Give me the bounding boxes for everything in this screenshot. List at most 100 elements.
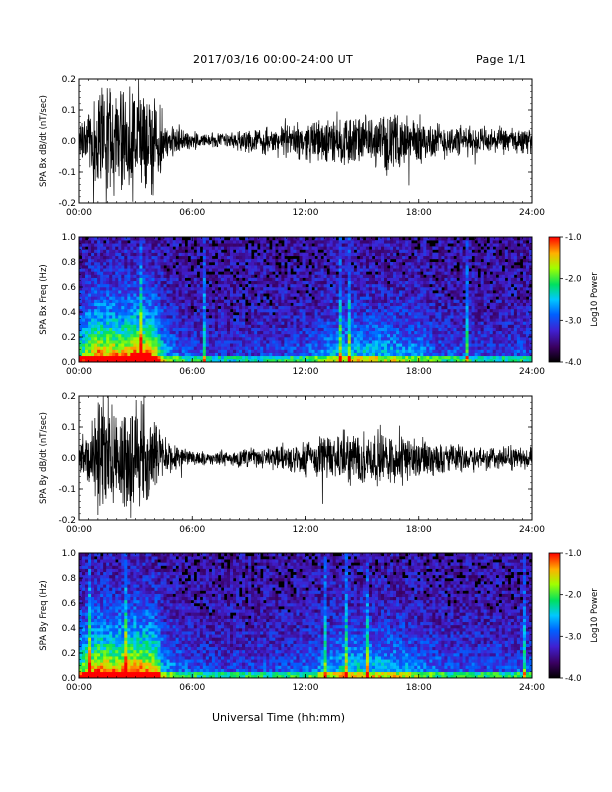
heatmap-cell [362,258,367,263]
heatmap-cell [230,321,234,325]
heatmap-cell [456,327,460,332]
heatmap-cell [88,243,92,247]
heatmap-cell [362,277,367,282]
heatmap-cell [284,349,288,353]
heatmap-cell [365,283,370,288]
heatmap-cell [211,274,216,278]
heatmap-cell [302,352,306,357]
heatmap-cell [329,280,333,285]
heatmap-cell [196,296,201,300]
heatmap-cell [356,321,361,325]
heatmap-cell [166,352,170,357]
heatmap-cell [350,333,355,338]
heatmap-cell [396,293,400,297]
heatmap-cell [444,318,448,322]
heatmap-cell [142,262,146,266]
heatmap-cell [402,299,406,303]
heatmap-cell [365,262,370,266]
heatmap-cell [320,277,324,282]
heatmap-cell [181,265,185,269]
heatmap-cell [393,343,397,347]
heatmap-cell [399,280,403,285]
heatmap-cell [447,308,451,313]
heatmap-cell [233,265,237,269]
heatmap-cell [118,299,122,303]
heatmap-cell [356,277,361,282]
heatmap-cell [387,283,391,288]
heatmap-cell [281,315,285,319]
heatmap-cell [175,337,179,341]
heatmap-cell [347,346,352,350]
heatmap-cell [365,318,370,322]
heatmap-cell [79,258,83,263]
heatmap-cell [350,290,355,294]
heatmap-cell [420,315,424,319]
heatmap-cell [402,355,406,360]
heatmap-cell [302,299,306,303]
heatmap-cell [399,252,403,257]
heatmap-cell [145,240,149,244]
heatmap-cell [347,343,352,347]
heatmap-cell [100,280,104,285]
heatmap-cell [323,358,327,363]
heatmap-cell [456,343,460,347]
heatmap-cell [290,308,294,313]
heatmap-cell [326,265,330,269]
heatmap-cell [308,268,312,272]
heatmap-cell [402,358,406,363]
heatmap-cell [115,262,119,266]
heatmap-cell [160,290,164,294]
heatmap-cell [199,252,204,257]
heatmap-cell [91,343,95,347]
heatmap-cell [393,358,397,363]
heatmap-cell [166,324,170,328]
heatmap-cell [356,305,361,310]
heatmap-cell [377,287,382,291]
heatmap-cell [85,283,89,288]
heatmap-cell [118,240,122,244]
heatmap-cell [432,346,436,350]
heatmap-cell [441,274,445,278]
heatmap-cell [393,337,397,341]
heatmap-cell [374,355,379,360]
heatmap-cell [338,355,343,360]
heatmap-cell [278,268,282,272]
heatmap-cell [290,290,294,294]
heatmap-cell [88,302,92,307]
heatmap-cell [387,349,391,353]
heatmap-cell [245,315,249,319]
heatmap-cell [257,312,261,316]
heatmap-cell [362,343,367,347]
heatmap-cell [145,358,149,363]
heatmap-cell [359,318,364,322]
heatmap-cell [220,299,225,303]
heatmap-cell [91,321,95,325]
heatmap-cell [172,346,176,350]
heatmap-cell [248,277,252,282]
heatmap-cell [187,312,192,316]
heatmap-cell [353,315,358,319]
heatmap-cell [377,268,382,272]
heatmap-cell [151,274,155,278]
heatmap-cell [148,349,152,353]
x-axis-label: Universal Time (hh:mm) [212,711,345,724]
heatmap-cell [278,274,282,278]
heatmap-cell [163,274,167,278]
heatmap-cell [287,355,291,360]
heatmap-cell [411,283,415,288]
heatmap-cell [299,343,303,347]
heatmap-cell [450,255,454,260]
heatmap-cell [432,252,436,257]
heatmap-cell [423,296,427,300]
heatmap-cell [121,271,125,275]
heatmap-cell [347,243,352,247]
heatmap-cell [429,340,433,344]
heatmap-cell [341,343,346,347]
heatmap-cell [178,287,182,291]
heatmap-cell [202,277,207,282]
heatmap-cell [100,321,104,325]
heatmap-cell [362,293,367,297]
heatmap-cell [420,255,424,260]
heatmap-cell [284,268,288,272]
heatmap-cell [341,265,346,269]
